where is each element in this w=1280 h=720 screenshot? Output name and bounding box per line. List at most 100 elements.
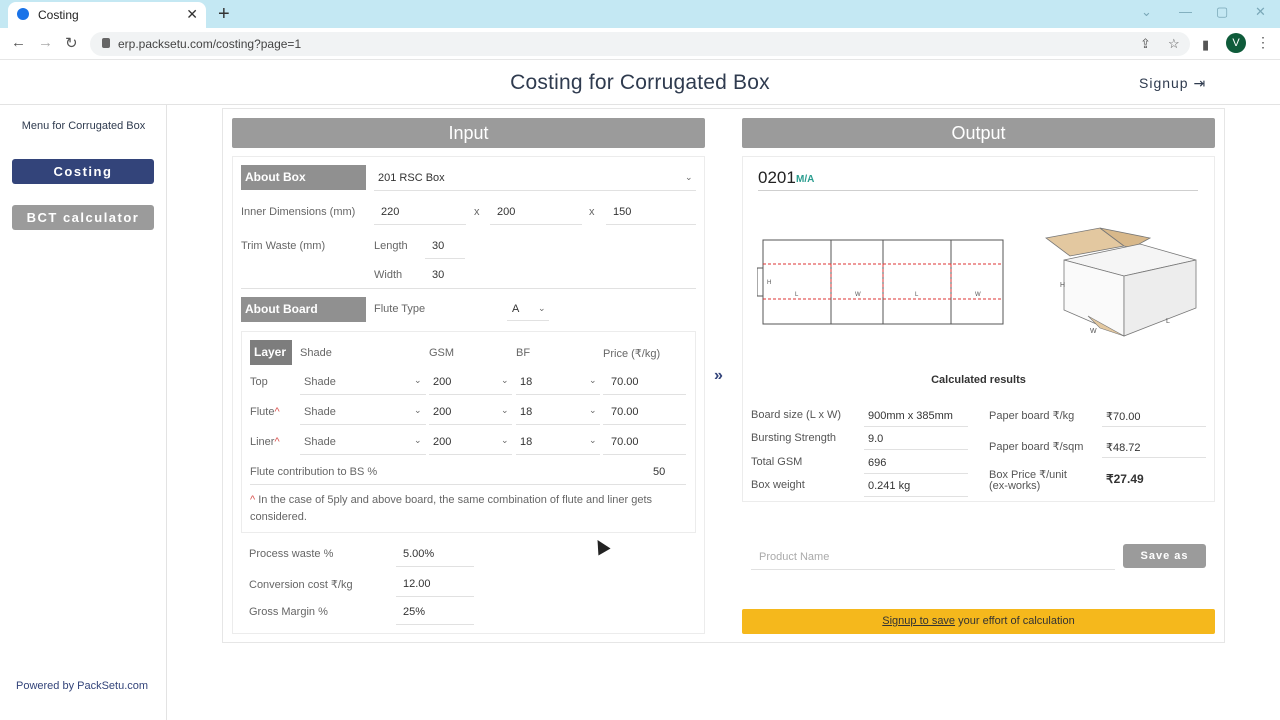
browser-toolbar: ← → ↻ erp.packsetu.com/costing?page=1 ⇪ …	[0, 28, 1280, 60]
input-underline	[429, 394, 512, 395]
page-header: Costing for Corrugated Box Signup ⇥	[0, 60, 1280, 105]
shade-value: Shade	[304, 436, 336, 448]
input-underline	[606, 224, 696, 225]
sidebar-item-bct-calculator[interactable]: BCT calculator	[12, 205, 154, 230]
forward-icon[interactable]: →	[38, 34, 53, 51]
box-price-label: Box Price ₹/unit (ex-works)	[989, 470, 1067, 492]
share-icon[interactable]: ⇪	[1140, 36, 1151, 51]
width-input[interactable]: 200	[497, 206, 516, 218]
favicon-icon	[17, 8, 29, 20]
chevron-down-icon: ⌄	[501, 375, 509, 385]
total-gsm-value: 696	[868, 457, 887, 469]
flat-w-label: W	[975, 292, 981, 298]
save-as-button[interactable]: Save as	[1123, 544, 1206, 568]
signup-link[interactable]: Signup ⇥	[1139, 75, 1206, 92]
signup-to-save-link[interactable]: Signup to save	[882, 615, 956, 627]
browser-menu-icon[interactable]: ⋮	[1256, 34, 1270, 50]
chevron-down-icon: ⌄	[538, 303, 546, 313]
address-bar[interactable]: erp.packsetu.com/costing?page=1 ⇪ ☆	[90, 32, 1190, 56]
divider	[758, 190, 1198, 191]
divider	[1102, 426, 1206, 427]
gsm-header: GSM	[429, 347, 455, 359]
flat-l-label: L	[795, 292, 799, 298]
flute-type-select[interactable]: A ⌄	[507, 299, 549, 321]
process-waste-input[interactable]: 5.00%	[403, 548, 435, 560]
bf-select[interactable]: 18 ⌄	[516, 431, 600, 453]
box-type-value: 201 RSC Box	[378, 172, 445, 184]
flute-contribution-input[interactable]: 50	[653, 466, 666, 478]
note-mark: ^	[250, 494, 256, 506]
reload-icon[interactable]: ↻	[65, 35, 78, 52]
flute-contribution-label: Flute contribution to BS %	[250, 466, 378, 478]
trim-width-label: Width	[374, 269, 403, 281]
length-input[interactable]: 220	[381, 206, 400, 218]
tab-search-icon[interactable]: ⌄	[1141, 4, 1152, 19]
maximize-icon[interactable]: ▢	[1216, 4, 1229, 19]
sidepanel-icon[interactable]: ▮	[1202, 37, 1210, 52]
box-type-select[interactable]: 201 RSC Box ⌄	[374, 167, 696, 189]
bf-header: BF	[516, 347, 531, 359]
layer-name-text: Liner	[250, 436, 275, 448]
price-input[interactable]: 70.00	[611, 376, 639, 388]
divider	[864, 496, 968, 497]
login-arrow-icon: ⇥	[1193, 75, 1207, 91]
bookmark-star-icon[interactable]: ☆	[1168, 36, 1180, 51]
divider	[374, 190, 696, 191]
sidebar: Menu for Corrugated Box Costing BCT calc…	[0, 105, 167, 720]
box-h-label: H	[1060, 282, 1065, 289]
process-waste-label: Process waste %	[249, 548, 334, 560]
powered-by-link[interactable]: Powered by PackSetu.com	[16, 680, 149, 692]
gsm-select[interactable]: 200 ⌄	[429, 431, 512, 453]
gsm-select[interactable]: 200 ⌄	[429, 401, 512, 423]
chevron-down-icon: ⌄	[589, 435, 597, 445]
bf-value: 18	[520, 436, 533, 448]
height-input[interactable]: 150	[613, 206, 632, 218]
minimize-icon[interactable]: —	[1179, 4, 1192, 19]
conversion-cost-input[interactable]: 12.00	[403, 578, 431, 590]
tab-title: Costing	[38, 8, 79, 22]
trim-width-input[interactable]: 30	[432, 269, 445, 281]
gsm-value: 200	[433, 406, 452, 418]
box-weight-value: 0.241 kg	[868, 480, 911, 492]
sidebar-menu-title: Menu for Corrugated Box	[21, 120, 146, 132]
price-input[interactable]: 70.00	[611, 406, 639, 418]
box-style-subcode: M/A	[796, 174, 815, 185]
banner-text: your effort of calculation	[955, 615, 1075, 627]
trim-length-input[interactable]: 30	[432, 240, 445, 252]
input-panel-header: Input	[232, 118, 705, 148]
double-chevron-right-icon[interactable]: »	[714, 367, 723, 384]
output-panel-header: Output	[742, 118, 1215, 148]
profile-avatar[interactable]: V	[1226, 33, 1246, 53]
gsm-select[interactable]: 200 ⌄	[429, 371, 512, 393]
about-board-label: About Board	[241, 297, 366, 322]
input-underline	[300, 424, 426, 425]
input-underline	[490, 224, 582, 225]
gross-margin-input[interactable]: 25%	[403, 606, 426, 618]
price-input[interactable]: 70.00	[611, 436, 639, 448]
bursting-strength-value: 9.0	[868, 433, 884, 445]
back-icon[interactable]: ←	[11, 34, 26, 51]
browser-tab[interactable]: Costing ✕	[8, 2, 206, 28]
about-box-label: About Box	[241, 165, 366, 190]
sidebar-item-costing[interactable]: Costing	[12, 159, 154, 184]
bf-select[interactable]: 18 ⌄	[516, 401, 600, 423]
signup-label: Signup	[1139, 75, 1189, 91]
layer-name-text: Flute	[250, 406, 275, 418]
shade-select[interactable]: Shade ⌄	[300, 431, 426, 453]
shade-select[interactable]: Shade ⌄	[300, 401, 426, 423]
note-text: In the case of 5ply and above board, the…	[250, 494, 653, 523]
shade-value: Shade	[304, 406, 336, 418]
chevron-down-icon: ⌄	[589, 405, 597, 415]
layer-mark: ^	[274, 406, 280, 418]
product-name-input[interactable]: Product Name	[751, 545, 1115, 570]
window-close-icon[interactable]: ✕	[1255, 4, 1266, 19]
trim-waste-label: Trim Waste (mm)	[241, 240, 326, 252]
shade-select[interactable]: Shade ⌄	[300, 371, 426, 393]
box-l-label: L	[1166, 318, 1170, 325]
bf-select[interactable]: 18 ⌄	[516, 371, 600, 393]
close-tab-icon[interactable]: ✕	[186, 6, 198, 22]
input-underline	[300, 394, 426, 395]
layer-table-card	[241, 331, 696, 533]
new-tab-icon[interactable]: +	[218, 3, 230, 25]
input-underline	[516, 424, 600, 425]
